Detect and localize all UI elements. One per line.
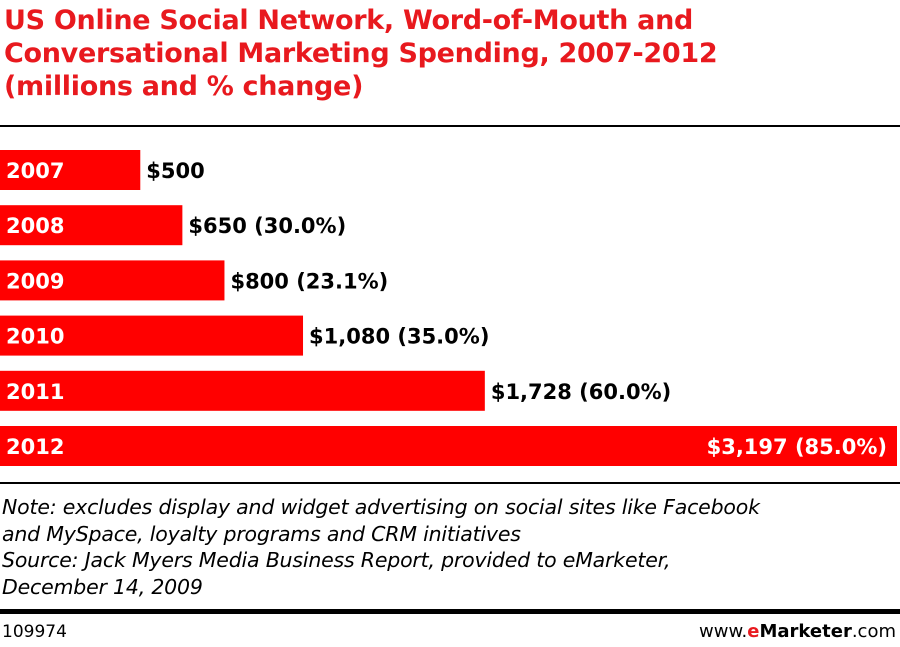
bar-2010 bbox=[0, 315, 304, 356]
category-label-2010: 2010 bbox=[6, 325, 64, 349]
chart-bottom-divider bbox=[0, 482, 900, 484]
note-line-1: Note: excludes display and widget advert… bbox=[2, 495, 760, 519]
value-label-2012: $3,197 (85.0%) bbox=[707, 435, 887, 459]
bar-chart: 2007 $500 2008 $650 (30.0%) 2009 $800 (23.1%)… bbox=[0, 150, 897, 466]
emarketer-brand: www.eMarketer.com bbox=[699, 621, 896, 642]
category-label-2009: 2009 bbox=[6, 269, 64, 293]
bar-2012 bbox=[0, 426, 897, 466]
bar-2008 bbox=[0, 205, 183, 246]
brand-prefix: www. bbox=[699, 621, 748, 642]
source-line-1: Source: Jack Myers Media Business Report… bbox=[2, 548, 671, 572]
title-divider bbox=[0, 125, 900, 127]
bar-2009 bbox=[0, 260, 225, 301]
value-label-2007: $500 bbox=[146, 159, 204, 183]
note-line-2: and MySpace, loyalty programs and CRM in… bbox=[2, 521, 521, 546]
category-label-2012: 2012 bbox=[6, 435, 64, 459]
title-line-1: US Online Social Network, Word-of-Mouth … bbox=[4, 5, 694, 36]
category-label-2007: 2007 bbox=[6, 159, 64, 183]
footer-divider bbox=[0, 609, 900, 614]
bar-2007 bbox=[0, 150, 141, 190]
source-line-2: December 14, 2009 bbox=[2, 574, 203, 599]
value-label-2010: $1,080 (35.0%) bbox=[309, 325, 489, 349]
brand-name: Marketer bbox=[759, 621, 852, 642]
title-line-2: Conversational Marketing Spending, 2007-… bbox=[4, 38, 718, 69]
category-label-2011: 2011 bbox=[6, 380, 64, 404]
category-label-2008: 2008 bbox=[6, 214, 64, 238]
brand-e: e bbox=[747, 621, 760, 642]
chart-notes: Note: excludes display and widget advert… bbox=[2, 494, 898, 600]
value-label-2008: $650 (30.0%) bbox=[188, 214, 346, 238]
chart-title: US Online Social Network, Word-of-Mouth … bbox=[4, 4, 884, 103]
value-label-2011: $1,728 (60.0%) bbox=[491, 380, 671, 404]
bar-2011 bbox=[0, 370, 485, 411]
title-line-3: (millions and % change) bbox=[4, 71, 364, 102]
value-label-2009: $800 (23.1%) bbox=[230, 269, 388, 293]
brand-suffix: .com bbox=[851, 621, 896, 642]
chart-id: 109974 bbox=[2, 622, 67, 642]
